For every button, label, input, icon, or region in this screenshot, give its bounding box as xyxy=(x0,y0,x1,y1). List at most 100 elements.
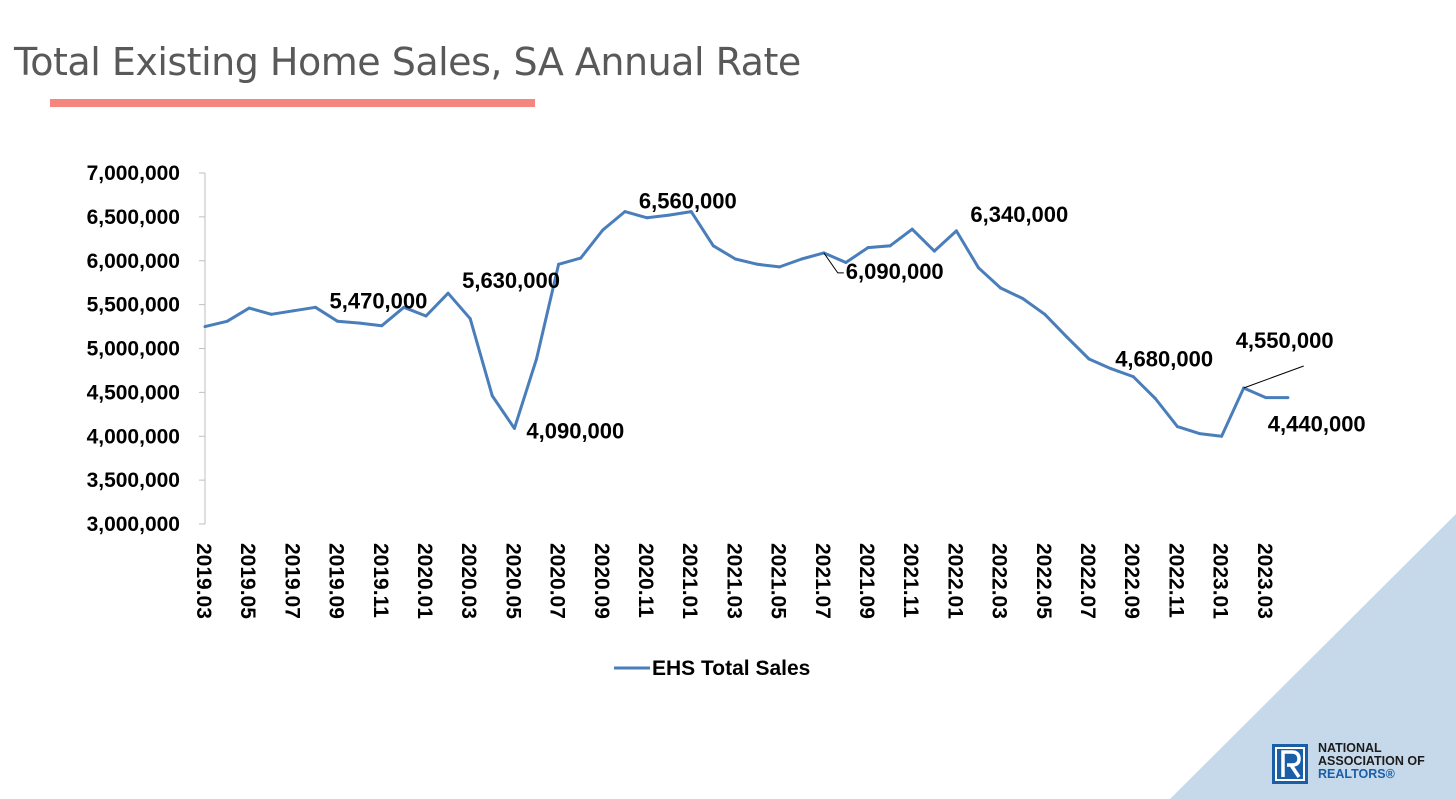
data-point xyxy=(512,426,516,430)
data-point xyxy=(380,324,384,328)
data-label-leader xyxy=(823,252,844,274)
data-point xyxy=(291,309,295,313)
x-tick-label: 2020.07 xyxy=(546,543,569,619)
data-point xyxy=(358,321,362,325)
y-tick-label: 4,000,000 xyxy=(87,425,180,448)
logo-line-2: ASSOCIATION OF xyxy=(1318,754,1425,768)
x-tick-label: 2022.03 xyxy=(988,543,1011,619)
data-point xyxy=(535,357,538,361)
nar-logo: NATIONAL ASSOCIATION OF REALTORS® xyxy=(1272,741,1452,789)
data-point xyxy=(1131,375,1135,379)
x-tick-label: 2020.09 xyxy=(590,543,613,619)
data-point xyxy=(601,228,605,232)
data-label-leader xyxy=(1243,365,1304,389)
logo-line-1: NATIONAL xyxy=(1318,741,1382,755)
data-point xyxy=(1065,335,1069,339)
x-tick-label: 2021.03 xyxy=(722,543,745,619)
x-tick-label: 2023.01 xyxy=(1209,543,1232,619)
y-tick-label: 5,500,000 xyxy=(87,294,180,317)
x-tick-label: 2019.03 xyxy=(192,543,215,619)
data-point xyxy=(932,249,936,253)
x-tick-label: 2021.09 xyxy=(855,543,878,619)
data-point xyxy=(1087,357,1091,361)
x-tick-label: 2021.05 xyxy=(767,543,790,619)
x-tick-label: 2022.09 xyxy=(1120,543,1143,619)
data-point xyxy=(269,312,273,316)
data-point xyxy=(446,291,450,295)
data-label: 4,090,000 xyxy=(526,418,624,443)
title-underline xyxy=(50,99,535,107)
data-point xyxy=(1286,396,1290,400)
x-tick-label: 2021.11 xyxy=(899,543,922,618)
data-point xyxy=(866,246,870,250)
data-point xyxy=(1153,397,1157,401)
data-label: 4,550,000 xyxy=(1236,328,1334,353)
data-label: 6,560,000 xyxy=(639,189,737,214)
y-tick-label: 3,000,000 xyxy=(87,513,180,536)
data-point xyxy=(667,213,671,217)
x-tick-label: 2019.05 xyxy=(236,543,259,619)
data-point xyxy=(468,317,472,321)
y-tick-label: 6,000,000 xyxy=(87,250,180,273)
legend-label: EHS Total Sales xyxy=(652,657,810,680)
logo-line-3: REALTORS® xyxy=(1318,767,1395,781)
x-tick-label: 2020.11 xyxy=(634,543,657,618)
x-tick-label: 2020.03 xyxy=(457,543,480,619)
series-line-ehs-total-sales xyxy=(204,210,1288,438)
data-label: 6,340,000 xyxy=(970,202,1068,227)
data-point xyxy=(490,394,494,398)
data-point xyxy=(778,265,782,269)
data-point xyxy=(756,262,759,266)
data-point xyxy=(402,305,406,309)
data-point xyxy=(336,319,340,323)
x-tick-label: 2023.03 xyxy=(1253,543,1276,619)
data-point xyxy=(424,314,428,318)
y-tick-label: 5,000,000 xyxy=(87,338,180,361)
data-label: 4,680,000 xyxy=(1115,347,1213,372)
data-point xyxy=(557,262,561,266)
data-point xyxy=(1175,425,1179,429)
data-point xyxy=(225,319,229,323)
y-tick-label: 7,000,000 xyxy=(87,162,180,185)
data-label: 4,440,000 xyxy=(1268,412,1366,437)
data-point xyxy=(711,244,715,248)
data-point xyxy=(689,210,693,214)
x-tick-label: 2019.07 xyxy=(280,543,303,619)
data-point xyxy=(203,325,207,329)
data-point xyxy=(888,244,892,248)
x-tick-label: 2022.07 xyxy=(1076,543,1099,619)
x-tick-label: 2020.01 xyxy=(413,543,436,619)
data-point xyxy=(1109,367,1113,371)
data-point xyxy=(314,305,317,309)
data-point xyxy=(800,257,804,261)
data-point xyxy=(999,286,1003,290)
x-tick-label: 2019.11 xyxy=(369,543,392,618)
x-tick-label: 2021.07 xyxy=(811,543,834,619)
x-tick-label: 2022.05 xyxy=(1032,543,1055,619)
data-point xyxy=(844,261,848,265)
y-tick-label: 4,500,000 xyxy=(87,381,180,404)
slide-title: Total Existing Home Sales, SA Annual Rat… xyxy=(14,40,801,84)
data-point xyxy=(1198,432,1201,436)
data-point xyxy=(1264,396,1268,400)
realtor-r-icon xyxy=(1272,744,1308,784)
x-tick-label: 2022.01 xyxy=(943,543,966,619)
x-tick-label: 2021.01 xyxy=(678,543,701,619)
data-point xyxy=(954,229,958,233)
data-label: 5,630,000 xyxy=(462,268,560,293)
data-point xyxy=(1043,312,1047,316)
y-tick-label: 6,500,000 xyxy=(87,206,180,229)
data-point xyxy=(733,257,737,261)
data-label: 5,470,000 xyxy=(330,288,428,313)
y-tick-label: 3,500,000 xyxy=(87,469,180,492)
data-point xyxy=(977,266,980,270)
data-point xyxy=(623,210,627,214)
data-point xyxy=(910,227,914,231)
x-tick-label: 2022.11 xyxy=(1164,543,1187,618)
data-point xyxy=(645,216,649,220)
data-label: 6,090,000 xyxy=(846,259,944,284)
data-point xyxy=(1220,434,1224,438)
data-point xyxy=(579,256,583,260)
